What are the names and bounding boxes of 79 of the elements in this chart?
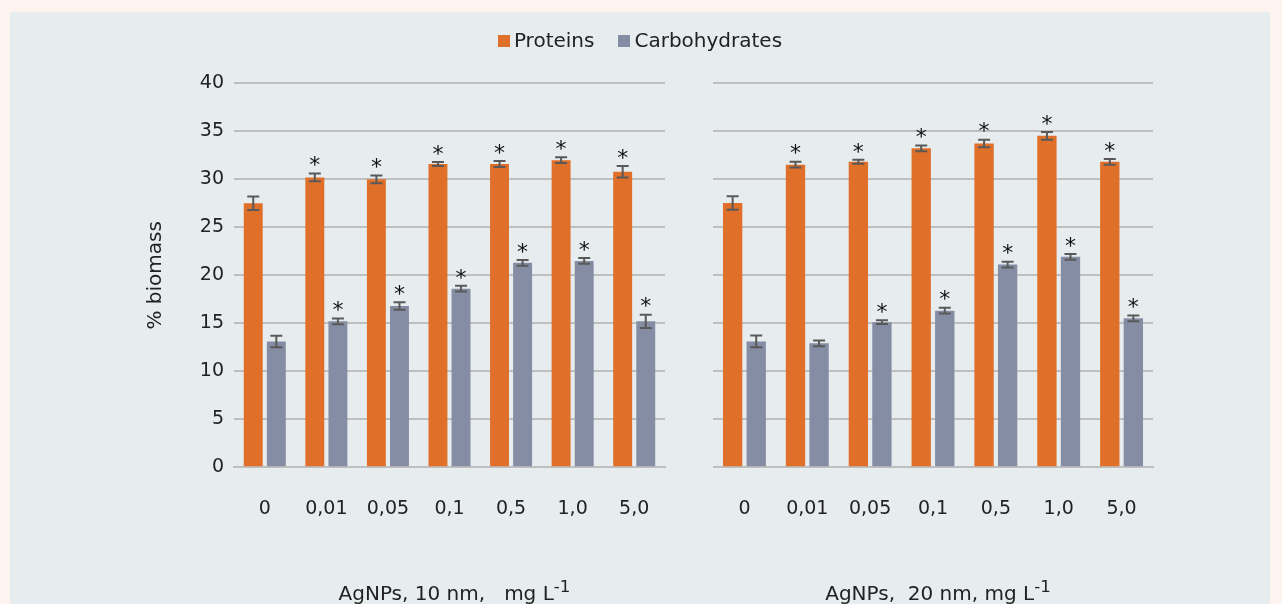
bar bbox=[1123, 318, 1144, 467]
annotation: * bbox=[432, 140, 444, 166]
legend-label: Carbohydrates bbox=[634, 28, 783, 52]
annotation: * bbox=[517, 238, 529, 264]
annotation: * bbox=[915, 124, 927, 150]
x-axis-title: AgNPs, 10 nm, mg L$^{-1}$ bbox=[337, 577, 572, 604]
bar bbox=[513, 262, 533, 467]
annotation: * bbox=[790, 140, 801, 166]
y-tick-label: 30 bbox=[199, 166, 224, 189]
bar bbox=[451, 288, 471, 467]
y-tick-label: 10 bbox=[199, 358, 224, 381]
bar bbox=[997, 264, 1018, 467]
bar bbox=[366, 179, 386, 467]
bar bbox=[243, 203, 263, 467]
x-tick-label: 0,01 bbox=[786, 495, 829, 518]
x-tick-label: 1,0 bbox=[1043, 495, 1074, 518]
x-tick-label: 5,0 bbox=[619, 495, 650, 518]
bar bbox=[911, 148, 931, 467]
bar bbox=[551, 160, 571, 467]
x-tick-label: 0,05 bbox=[366, 495, 410, 518]
annotation: * bbox=[852, 138, 864, 164]
y-tick-label: 40 bbox=[199, 70, 224, 93]
bar bbox=[305, 177, 325, 467]
annotation: * bbox=[939, 286, 951, 312]
x-tick-label: 0,05 bbox=[848, 495, 892, 518]
x-tick-label: 1,0 bbox=[557, 495, 588, 518]
bar bbox=[785, 164, 806, 467]
annotation: * bbox=[1041, 110, 1053, 136]
annotation: * bbox=[370, 154, 382, 180]
bar bbox=[872, 322, 892, 467]
bar bbox=[848, 161, 869, 467]
annotation: * bbox=[1104, 137, 1116, 163]
bar bbox=[428, 164, 448, 467]
y-tick-label: 25 bbox=[199, 214, 224, 237]
bar bbox=[974, 143, 994, 467]
x-tick-label: 0,5 bbox=[980, 495, 1011, 518]
bar bbox=[490, 164, 509, 467]
bar bbox=[722, 203, 743, 467]
annotation: * bbox=[640, 293, 652, 319]
x-tick-label: 0 bbox=[258, 495, 271, 518]
bar bbox=[1037, 135, 1057, 467]
x-tick-label: 0 bbox=[738, 495, 751, 518]
annotation: * bbox=[617, 144, 629, 170]
bar bbox=[328, 321, 348, 467]
annotation: * bbox=[578, 236, 590, 262]
bar bbox=[613, 171, 633, 467]
x-tick-label: 0,1 bbox=[917, 495, 949, 518]
y-tick-label: 5 bbox=[211, 406, 224, 429]
annotation: * bbox=[309, 152, 321, 178]
y-tick-label: 35 bbox=[199, 118, 224, 141]
legend-label: Proteins bbox=[513, 28, 595, 52]
x-tick-label: 0,01 bbox=[305, 495, 348, 518]
y-axis-title: % biomass bbox=[142, 221, 167, 330]
bar bbox=[574, 260, 594, 467]
y-tick-label: 20 bbox=[199, 262, 224, 285]
annotation: * bbox=[455, 264, 467, 290]
annotation: * bbox=[332, 297, 344, 323]
annotation: * bbox=[876, 298, 888, 324]
bar bbox=[390, 306, 409, 467]
x-axis-title: AgNPs, 20 nm, mg L$^{-1}$ bbox=[824, 577, 1052, 604]
y-tick-label: 0 bbox=[211, 454, 224, 477]
bar bbox=[266, 341, 286, 467]
x-tick-label: 0,1 bbox=[434, 495, 465, 518]
x-tick-label: 0,5 bbox=[495, 495, 527, 518]
x-tick-label: 5,0 bbox=[1106, 495, 1137, 518]
bar bbox=[809, 343, 829, 467]
annotation: * bbox=[555, 136, 567, 161]
annotation: * bbox=[1127, 294, 1139, 320]
annotation: * bbox=[393, 280, 405, 306]
annotation: * bbox=[494, 139, 506, 165]
bar bbox=[935, 310, 955, 467]
annotation: * bbox=[1002, 240, 1014, 266]
bar bbox=[1100, 161, 1120, 467]
bar bbox=[1060, 256, 1081, 467]
annotation: * bbox=[978, 118, 990, 144]
y-tick-label: 15 bbox=[199, 310, 224, 333]
bar bbox=[636, 321, 656, 467]
bar bbox=[746, 341, 766, 467]
annotation: * bbox=[1065, 232, 1076, 258]
